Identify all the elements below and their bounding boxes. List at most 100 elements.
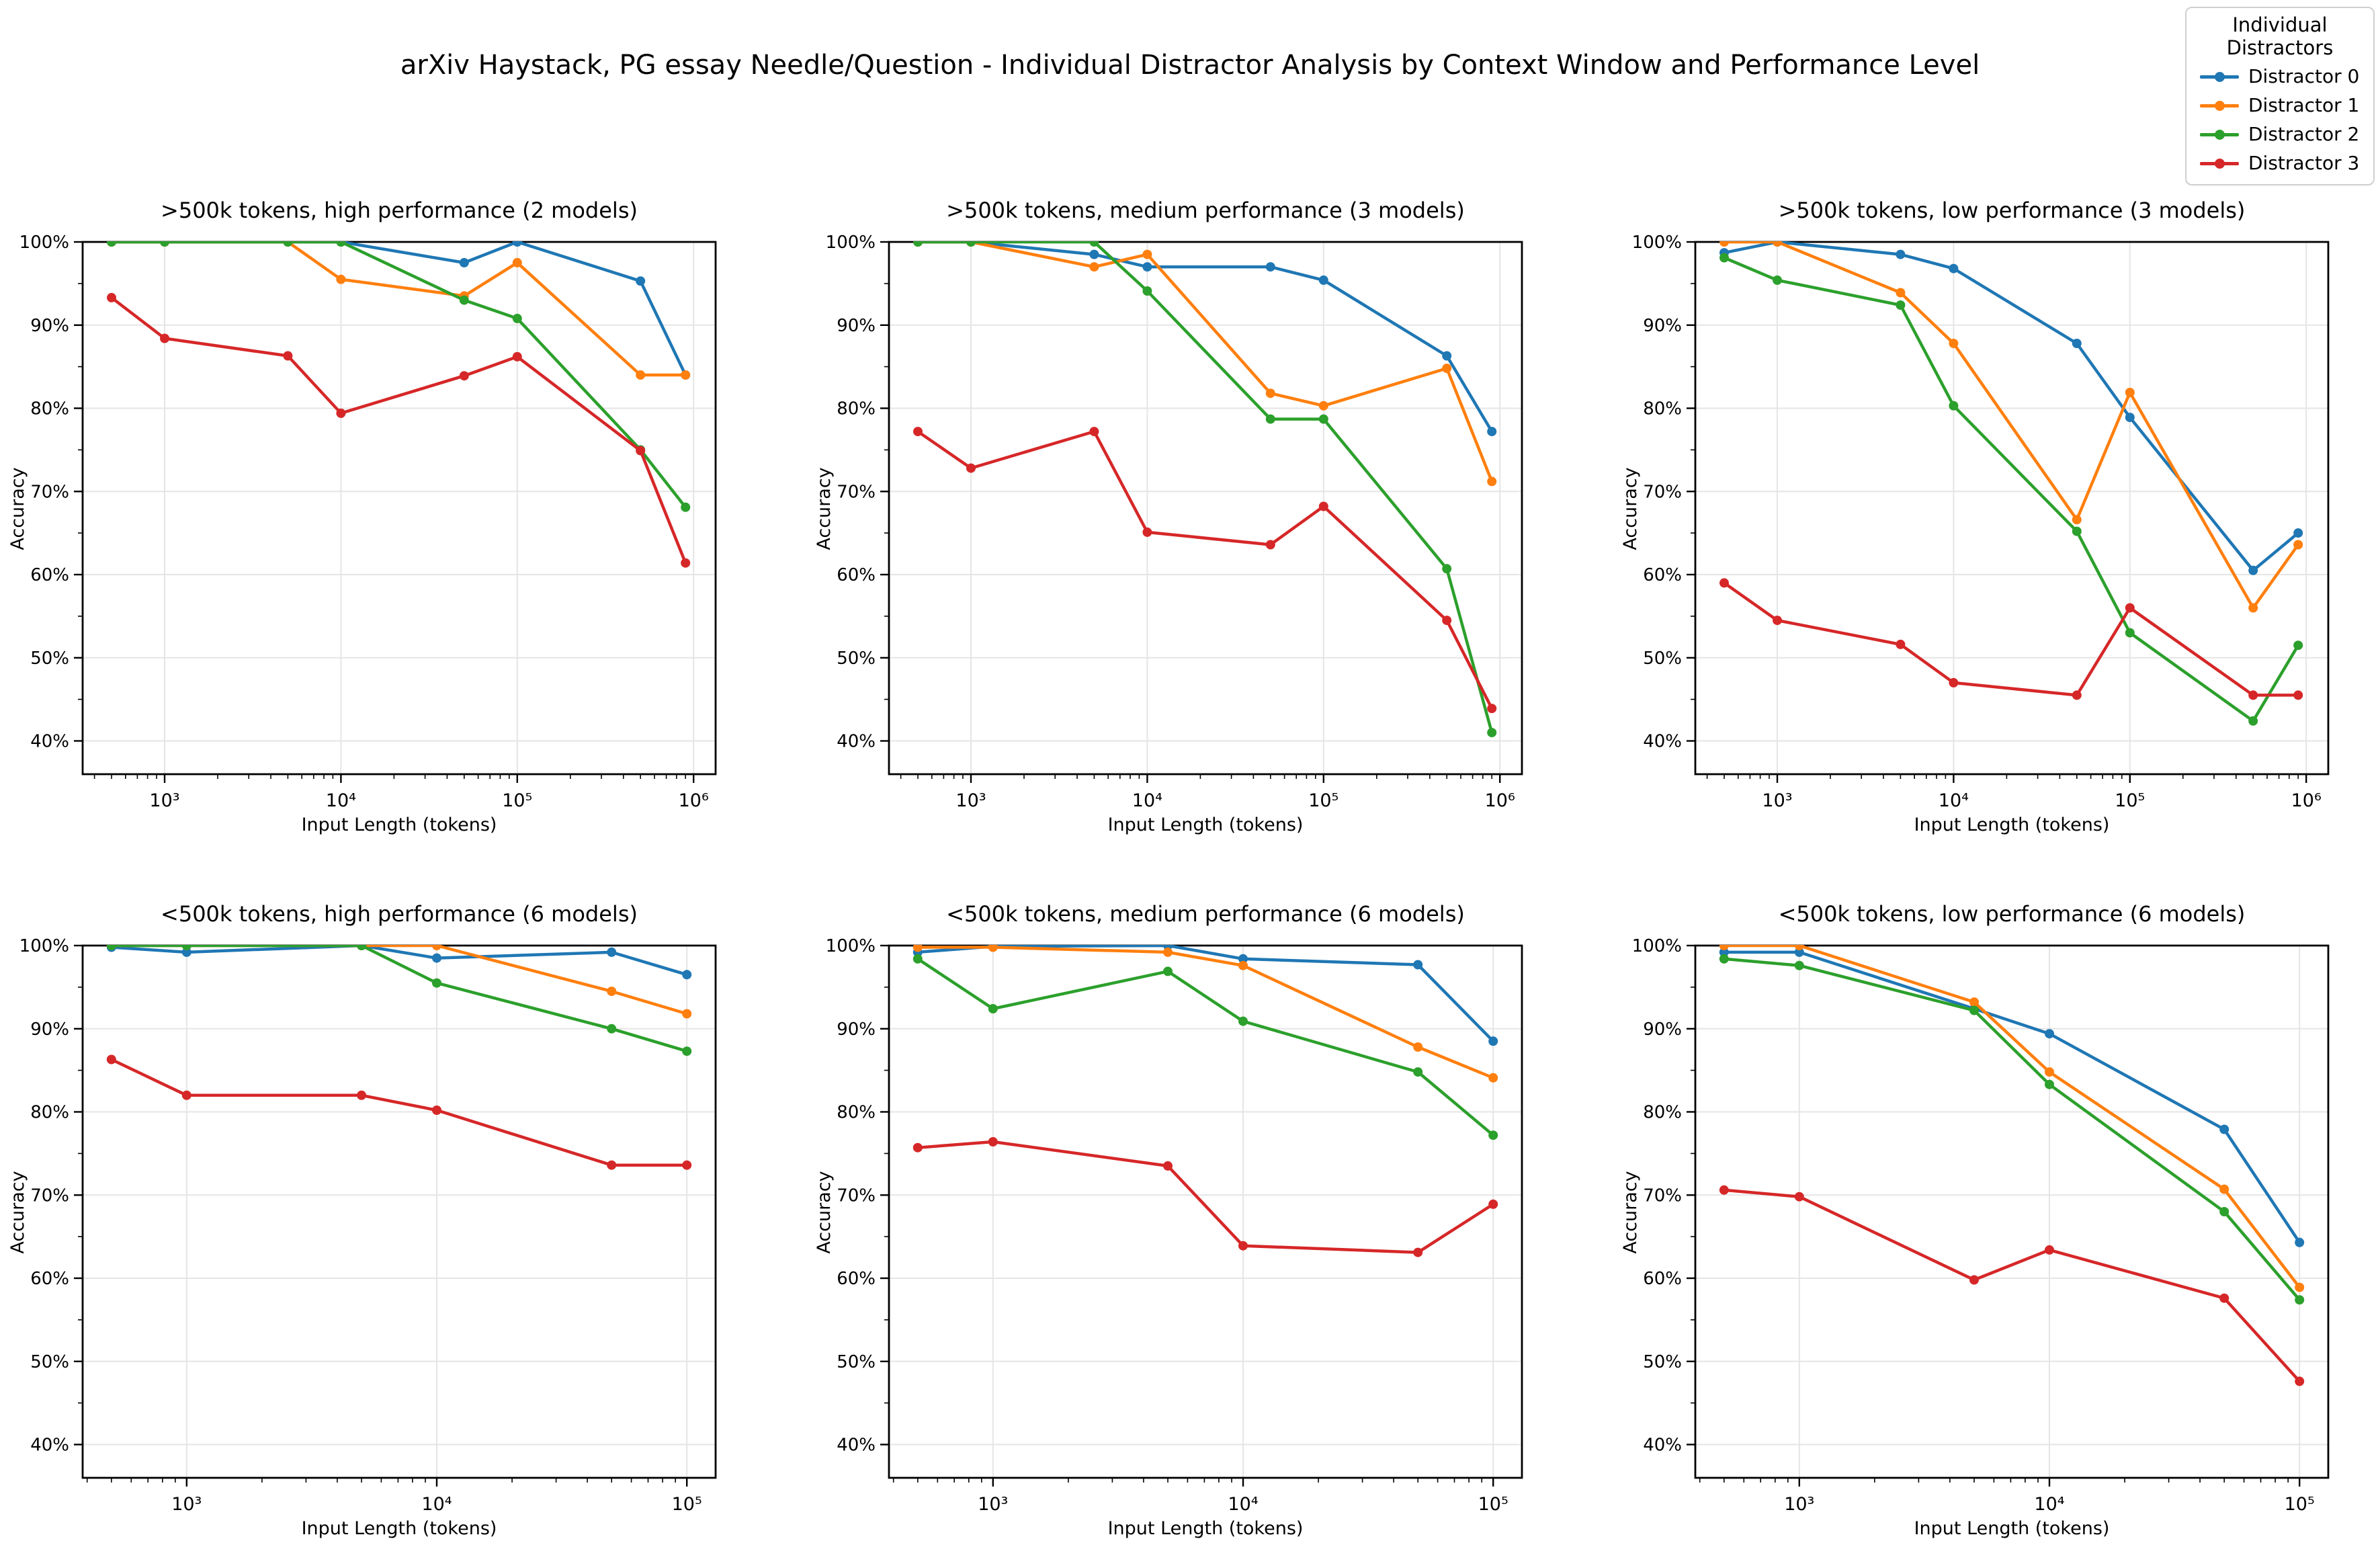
line-marker-icon bbox=[2200, 100, 2239, 111]
svg-text:60%: 60% bbox=[30, 1269, 69, 1289]
legend-entry-distractor-0: Distractor 0 bbox=[2186, 62, 2373, 91]
tick-labels: 10³ 10⁴ 10⁵ 10⁶ 40% 50% 60% 70% 80% 90% 100% bbox=[19, 233, 709, 811]
svg-text:70%: 70% bbox=[837, 482, 876, 502]
y-axis-label: Accuracy bbox=[814, 1171, 835, 1254]
svg-text:90%: 90% bbox=[837, 316, 876, 336]
y-axis-label: Accuracy bbox=[7, 1171, 28, 1254]
subplot-title-medium-gt500k: >500k tokens, medium performance (3 mode… bbox=[946, 198, 1465, 223]
y-axis-label: Accuracy bbox=[1620, 467, 1641, 550]
axis-ticks bbox=[74, 241, 695, 783]
svg-text:70%: 70% bbox=[30, 1185, 69, 1206]
subplot-title-high-lt500k: <500k tokens, high performance (6 models… bbox=[161, 901, 638, 927]
axis-ticks bbox=[1687, 241, 2307, 783]
series-distractor-3 bbox=[916, 1140, 1495, 1254]
axis-ticks bbox=[1687, 944, 2301, 1487]
svg-text:80%: 80% bbox=[1643, 1103, 1682, 1123]
figure-title: arXiv Haystack, PG essay Needle/Question… bbox=[400, 50, 1980, 81]
svg-text:10⁵: 10⁵ bbox=[1308, 790, 1338, 811]
series-distractor-0 bbox=[1722, 950, 2301, 1245]
plot-frame bbox=[1694, 944, 2330, 1479]
svg-text:50%: 50% bbox=[1643, 1352, 1682, 1372]
axis-ticks bbox=[880, 944, 1494, 1487]
svg-text:40%: 40% bbox=[30, 1435, 69, 1456]
svg-text:70%: 70% bbox=[30, 482, 69, 502]
svg-text:70%: 70% bbox=[1643, 1185, 1682, 1206]
svg-text:40%: 40% bbox=[837, 1435, 876, 1456]
series-distractor-3 bbox=[110, 296, 687, 565]
series-distractor-0 bbox=[1722, 241, 2300, 573]
svg-text:80%: 80% bbox=[30, 399, 69, 419]
svg-text:100%: 100% bbox=[19, 233, 69, 253]
series-distractor-3 bbox=[1722, 1188, 2301, 1383]
legend-label: Distractor 1 bbox=[2248, 94, 2360, 116]
gridlines bbox=[83, 945, 716, 1478]
subplot-1: 10³ 10⁴ 10⁵ 10⁶ 40% 50% 60% 70% 80% 90% 100% bbox=[826, 233, 1523, 811]
svg-text:10⁴: 10⁴ bbox=[421, 1494, 452, 1515]
axis-ticks bbox=[880, 241, 1501, 783]
series-distractor-1 bbox=[110, 241, 687, 377]
svg-text:10⁵: 10⁵ bbox=[1478, 1494, 1508, 1515]
series-distractor-1 bbox=[1722, 945, 2301, 1289]
tick-labels: 10³ 10⁴ 10⁵ 40% 50% 60% 70% 80% 90% 100% bbox=[826, 936, 1508, 1515]
svg-text:10⁴: 10⁴ bbox=[1228, 1494, 1258, 1515]
svg-text:90%: 90% bbox=[30, 1019, 69, 1040]
svg-text:60%: 60% bbox=[837, 565, 876, 585]
svg-text:10³: 10³ bbox=[1784, 1494, 1814, 1515]
series-distractor-2 bbox=[110, 945, 689, 1053]
series-distractor-0 bbox=[916, 241, 1494, 433]
legend-entry-distractor-3: Distractor 3 bbox=[2186, 149, 2373, 177]
svg-text:10⁵: 10⁵ bbox=[2115, 790, 2145, 811]
svg-text:80%: 80% bbox=[1643, 399, 1682, 419]
series-distractor-2 bbox=[916, 957, 1495, 1137]
series-distractor-2 bbox=[1722, 256, 2300, 723]
y-axis-label: Accuracy bbox=[1620, 1171, 1641, 1254]
legend-entry-distractor-2: Distractor 2 bbox=[2186, 120, 2373, 149]
line-marker-icon bbox=[2200, 158, 2239, 169]
svg-text:70%: 70% bbox=[837, 1185, 876, 1206]
gridlines bbox=[1695, 241, 2328, 774]
svg-text:40%: 40% bbox=[1643, 732, 1682, 752]
subplot-2: 10³ 10⁴ 10⁵ 10⁶ 40% 50% 60% 70% 80% 90% 100% bbox=[1632, 233, 2330, 811]
svg-text:80%: 80% bbox=[837, 399, 876, 419]
svg-text:50%: 50% bbox=[837, 649, 876, 669]
x-axis-label: Input Length (tokens) bbox=[301, 1518, 497, 1539]
svg-text:10⁴: 10⁴ bbox=[1132, 790, 1162, 811]
svg-text:10³: 10³ bbox=[1762, 790, 1792, 811]
svg-text:50%: 50% bbox=[1643, 649, 1682, 669]
svg-text:10⁴: 10⁴ bbox=[2034, 1494, 2064, 1515]
series-distractor-1 bbox=[916, 241, 1494, 483]
svg-text:50%: 50% bbox=[837, 1352, 876, 1372]
series-distractor-3 bbox=[110, 1058, 689, 1167]
legend-title: Individual Distractors bbox=[2226, 13, 2334, 59]
subplot-5: 10³ 10⁴ 10⁵ 40% 50% 60% 70% 80% 90% 100% bbox=[1632, 936, 2330, 1515]
svg-text:10⁵: 10⁵ bbox=[2285, 1494, 2315, 1515]
y-axis-label: Accuracy bbox=[814, 467, 835, 550]
y-axis-label: Accuracy bbox=[7, 467, 28, 550]
legend: Individual Distractors Distractor 0 Dist… bbox=[2185, 7, 2375, 185]
svg-text:40%: 40% bbox=[1643, 1435, 1682, 1456]
series-lines bbox=[107, 241, 691, 568]
svg-text:80%: 80% bbox=[837, 1103, 876, 1123]
subplot-0: 10³ 10⁴ 10⁵ 10⁶ 40% 50% 60% 70% 80% 90% 100% bbox=[19, 233, 717, 811]
series-distractor-1 bbox=[1722, 241, 2300, 610]
legend-label: Distractor 2 bbox=[2248, 123, 2360, 145]
plot-frame bbox=[1694, 241, 2330, 776]
svg-text:40%: 40% bbox=[837, 732, 876, 752]
svg-text:80%: 80% bbox=[30, 1103, 69, 1123]
plot-frame bbox=[888, 241, 1523, 776]
x-axis-label: Input Length (tokens) bbox=[301, 815, 497, 835]
legend-label: Distractor 3 bbox=[2248, 152, 2360, 174]
svg-text:100%: 100% bbox=[826, 233, 876, 253]
tick-labels: 10³ 10⁴ 10⁵ 40% 50% 60% 70% 80% 90% 100% bbox=[19, 936, 702, 1515]
svg-text:100%: 100% bbox=[826, 936, 876, 956]
series-distractor-2 bbox=[916, 241, 1494, 735]
svg-text:50%: 50% bbox=[30, 649, 69, 669]
svg-text:10³: 10³ bbox=[149, 790, 179, 811]
svg-text:60%: 60% bbox=[1643, 565, 1682, 585]
svg-text:10³: 10³ bbox=[978, 1494, 1008, 1515]
subplot-title-medium-lt500k: <500k tokens, medium performance (6 mode… bbox=[946, 901, 1465, 927]
legend-entry-distractor-1: Distractor 1 bbox=[2186, 91, 2373, 120]
x-axis-label: Input Length (tokens) bbox=[1914, 1518, 2110, 1539]
subplot-title-low-gt500k: >500k tokens, low performance (3 models) bbox=[1778, 198, 2246, 223]
gridlines bbox=[1695, 945, 2328, 1478]
